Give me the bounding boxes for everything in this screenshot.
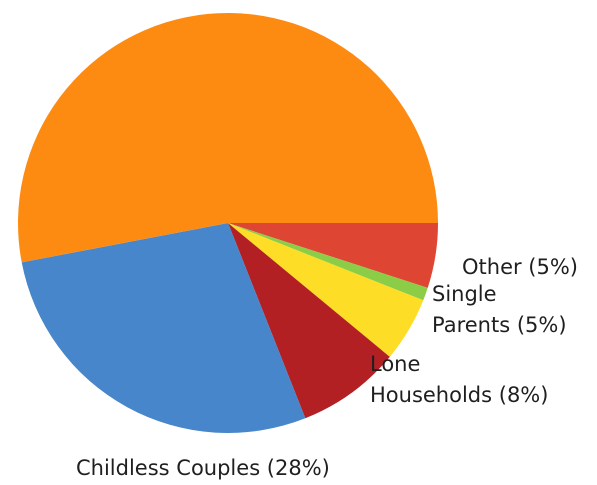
slice-other-label: Other (5%) xyxy=(462,255,578,279)
slice-5 xyxy=(17,12,438,263)
slice-lone-households-label-line: Households (8%) xyxy=(370,383,548,407)
pie-labels: Other (5%) Single Parents (5%) Lone Househol… xyxy=(76,255,578,480)
slice-single-parents-label: Single Parents (5%) xyxy=(432,282,567,337)
slice-lone-households-label: Lone Households (8%) xyxy=(370,352,548,407)
slice-childless-couples xyxy=(21,223,306,433)
slice-single-parents-label-line: Parents (5%) xyxy=(432,313,567,337)
slice-single-parents xyxy=(228,223,424,357)
slice-1 xyxy=(228,223,428,301)
pie-slices xyxy=(17,12,438,433)
slice-childless-couples-label: Childless Couples (28%) xyxy=(76,456,330,480)
slice-other xyxy=(228,223,438,288)
slice-lone-households xyxy=(228,223,390,419)
slice-lone-households-label-line: Lone xyxy=(370,352,420,376)
slice-other-label-line: Other (5%) xyxy=(462,255,578,279)
slice-single-parents-label-line: Single xyxy=(432,282,497,306)
slice-childless-couples-label-line: Childless Couples (28%) xyxy=(76,456,330,480)
